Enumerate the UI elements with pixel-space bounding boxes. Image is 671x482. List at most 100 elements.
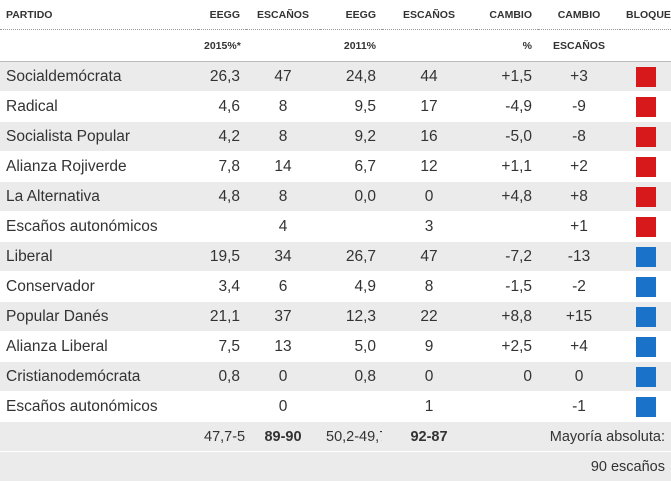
cell: 4,2 [198, 121, 246, 152]
cell: 26,3 [198, 61, 246, 92]
cell: 16 [382, 121, 476, 152]
cell: +8,8 [476, 301, 538, 332]
cell: 0 [382, 361, 476, 392]
party-row: Radical 4,6 8 9,5 17 -4,9 -9 [0, 91, 671, 122]
footer-text: Mayoría absoluta: [549, 428, 665, 445]
cell: 3 [382, 211, 476, 242]
party-row: Conservador 3,4 6 4,9 8 -1,5 -2 [0, 271, 671, 302]
footer-text: 50,2-49,7 [326, 428, 382, 445]
footer-cell: 92-87 [382, 421, 476, 452]
bloque-cell [620, 61, 671, 92]
bloque-marker [635, 246, 656, 267]
header-cell: CAMBIO [538, 0, 620, 30]
cell [476, 391, 538, 422]
footer-row: 47,7-52,3 89-90 50,2-49,7 92-87 Mayoría abso… [0, 421, 671, 452]
bloque-marker [635, 336, 656, 357]
cell: +1,5 [476, 61, 538, 92]
cell: 9 [382, 331, 476, 362]
cell: 6 [246, 271, 320, 302]
cell: 22 [382, 301, 476, 332]
cell [476, 211, 538, 242]
cell: +3 [538, 61, 620, 92]
party-row: La Alternativa 4,8 8 0,0 0 +4,8 +8 [0, 181, 671, 212]
bloque-marker [635, 306, 656, 327]
cell: +8 [538, 181, 620, 212]
cell: 47 [246, 61, 320, 92]
cell: 4,6 [198, 91, 246, 122]
header-cell [382, 29, 476, 62]
cell: 0,8 [320, 361, 382, 392]
cell: 19,5 [198, 241, 246, 272]
cell: +2 [538, 151, 620, 182]
header-cell: BLOQUE [620, 0, 671, 30]
cell: 47 [382, 241, 476, 272]
header-cell: ESCAÑOS [538, 29, 620, 62]
cell: 24,8 [320, 61, 382, 92]
cell: 4,8 [198, 181, 246, 212]
cell: Socialista Popular [0, 121, 198, 152]
header-row: PARTIDO EEGG ESCAÑOS EEGG ESCAÑOS CAMBIO CAMBI… [0, 0, 671, 30]
cell: -2 [538, 271, 620, 302]
cell [320, 211, 382, 242]
header-cell: PARTIDO [0, 0, 198, 30]
cell: 9,2 [320, 121, 382, 152]
cell: -1 [538, 391, 620, 422]
bloque-marker [635, 216, 656, 237]
bloque-marker [635, 396, 656, 417]
cell: 0,8 [198, 361, 246, 392]
cell [320, 391, 382, 422]
cell: 0 [246, 361, 320, 392]
cell: Conservador [0, 271, 198, 302]
bloque-marker [635, 366, 656, 387]
footer-cell: 90 escaños [0, 451, 671, 482]
footer-cell: 47,7-52,3 [198, 421, 246, 452]
bloque-cell [620, 211, 671, 242]
cell: 34 [246, 241, 320, 272]
cell: 8 [246, 121, 320, 152]
cell: 21,1 [198, 301, 246, 332]
cell: Popular Danés [0, 301, 198, 332]
bloque-cell [620, 91, 671, 122]
cell: La Alternativa [0, 181, 198, 212]
cell: 37 [246, 301, 320, 332]
cell: 12,3 [320, 301, 382, 332]
cell: 1 [382, 391, 476, 422]
bloque-cell [620, 301, 671, 332]
cell [198, 211, 246, 242]
cell: 4,9 [320, 271, 382, 302]
cell: Radical [0, 91, 198, 122]
cell: 9,5 [320, 91, 382, 122]
cell: 3,4 [198, 271, 246, 302]
bloque-cell [620, 151, 671, 182]
party-row: Escaños autonómicos 0 1 -1 [0, 391, 671, 422]
cell: -13 [538, 241, 620, 272]
cell: 13 [246, 331, 320, 362]
footer-cell: 89-90 [246, 421, 320, 452]
cell: -8 [538, 121, 620, 152]
cell: Escaños autonómicos [0, 211, 198, 242]
party-row: Popular Danés 21,1 37 12,3 22 +8,8 +15 [0, 301, 671, 332]
cell: 6,7 [320, 151, 382, 182]
cell: 0 [382, 181, 476, 212]
cell: 0 [246, 391, 320, 422]
cell: 4 [246, 211, 320, 242]
cell: 12 [382, 151, 476, 182]
cell: Liberal [0, 241, 198, 272]
bloque-marker [635, 156, 656, 177]
footer-text: 47,7-52,3 [204, 428, 246, 445]
cell: 7,8 [198, 151, 246, 182]
header-cell: ESCAÑOS [246, 0, 320, 30]
header-cell: % [476, 29, 538, 62]
cell: 5,0 [320, 331, 382, 362]
cell [0, 421, 198, 452]
cell: 0 [476, 361, 538, 392]
party-row: Cristianodemócrata 0,8 0 0,8 0 0 0 [0, 361, 671, 392]
cell: Alianza Rojiverde [0, 151, 198, 182]
cell: Escaños autonómicos [0, 391, 198, 422]
bloque-cell [620, 241, 671, 272]
cell: +1,1 [476, 151, 538, 182]
cell: 8 [382, 271, 476, 302]
footer-cell: 50,2-49,7 [320, 421, 382, 452]
